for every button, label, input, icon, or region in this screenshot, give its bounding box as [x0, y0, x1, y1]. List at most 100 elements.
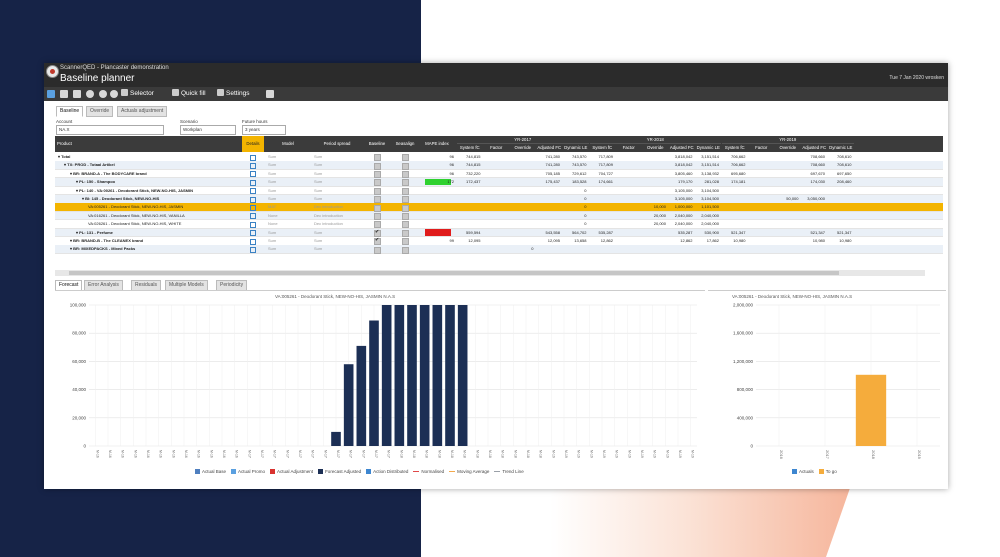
value-cell[interactable]: 543,558	[545, 229, 560, 235]
tab-override[interactable]: Override	[86, 106, 114, 117]
value-cell[interactable]	[722, 245, 746, 253]
value-cell[interactable]: 3,104,500	[701, 187, 719, 193]
table-row[interactable]: ▾ TX: PROD - Totaal Artikel Sum Sum 96 744,8…	[55, 161, 943, 170]
value-cell[interactable]	[775, 237, 799, 245]
edit-icon[interactable]	[250, 221, 256, 228]
value-cell[interactable]	[510, 220, 534, 228]
value-cell[interactable]	[484, 161, 508, 169]
legend-item[interactable]: Normalised	[413, 469, 444, 474]
value-cell[interactable]: 2,040,000	[701, 212, 719, 218]
legend-item[interactable]: Trend Line	[494, 469, 524, 474]
table-row[interactable]: ▾ PL: 131 - Perfume Sum Sum 559,594 543,558 5…	[55, 228, 943, 238]
value-cell[interactable]	[643, 229, 667, 237]
value-cell[interactable]: 2,040,000	[701, 221, 719, 227]
value-cell[interactable]: 564,702	[572, 229, 587, 235]
value-cell[interactable]	[616, 229, 640, 237]
value-cell[interactable]	[537, 187, 561, 195]
value-cell[interactable]	[775, 245, 799, 253]
value-cell[interactable]: 705,185	[545, 170, 560, 176]
value-cell[interactable]: 174,030	[810, 179, 825, 185]
value-cell[interactable]	[643, 178, 667, 186]
value-cell[interactable]	[643, 187, 667, 195]
scenario-field[interactable]: Workplan	[180, 125, 236, 135]
value-cell[interactable]: 695,680	[731, 170, 746, 176]
seasalign-checkbox[interactable]	[402, 213, 409, 221]
value-cell[interactable]	[775, 203, 799, 211]
value-cell[interactable]	[616, 203, 640, 211]
value-cell[interactable]	[749, 245, 773, 253]
seasalign-checkbox[interactable]	[402, 229, 409, 237]
value-cell[interactable]: 3,151,514	[701, 154, 719, 159]
table-icon[interactable]	[266, 90, 274, 98]
seasalign-checkbox[interactable]	[402, 204, 409, 212]
value-cell[interactable]	[643, 170, 667, 178]
value-cell[interactable]: 1,000,000	[674, 204, 693, 210]
value-cell[interactable]: 1,101,500	[701, 204, 719, 210]
table-row[interactable]: ▾ Total Sum Sum 96 744,815 741,280 743,570 717,…	[55, 153, 943, 162]
mape-column-header[interactable]: MAPE index	[425, 141, 449, 146]
baseline-checkbox[interactable]	[374, 221, 381, 229]
value-cell[interactable]	[775, 229, 799, 237]
subcolumn-header[interactable]: System fC	[724, 145, 745, 150]
value-cell[interactable]: 10,000	[653, 204, 666, 210]
value-cell[interactable]: 521,347	[837, 229, 852, 235]
value-cell[interactable]: 208,460	[837, 179, 852, 185]
scrollbar-thumb[interactable]	[69, 271, 839, 275]
value-cell[interactable]	[802, 212, 826, 220]
value-cell[interactable]	[749, 237, 773, 245]
subcolumn-header[interactable]: Factor	[490, 145, 503, 150]
value-cell[interactable]	[616, 161, 640, 169]
value-cell[interactable]: 521,347	[810, 229, 825, 235]
baseline-checkbox[interactable]	[374, 229, 381, 237]
value-cell[interactable]	[563, 245, 587, 253]
value-cell[interactable]	[537, 220, 561, 228]
legend-item[interactable]: Forecast Adjusted	[318, 469, 361, 474]
value-cell[interactable]	[749, 203, 773, 211]
value-cell[interactable]: 3,050,000	[807, 196, 825, 201]
value-cell[interactable]: 172,437	[466, 179, 481, 185]
value-cell[interactable]: 10,980	[812, 238, 825, 243]
save-icon[interactable]	[60, 90, 68, 98]
value-cell[interactable]	[828, 195, 852, 203]
value-cell[interactable]	[537, 195, 561, 203]
value-cell[interactable]	[590, 220, 614, 228]
baseline-checkbox[interactable]	[374, 246, 381, 254]
subcolumn-header[interactable]: Override	[514, 145, 531, 150]
seasalign-checkbox[interactable]	[402, 154, 409, 162]
value-cell[interactable]	[802, 187, 826, 195]
value-cell[interactable]	[616, 237, 640, 245]
value-cell[interactable]	[510, 237, 534, 245]
value-cell[interactable]	[643, 153, 667, 161]
value-cell[interactable]	[749, 187, 773, 195]
edit-icon[interactable]	[250, 238, 256, 245]
tab-baseline[interactable]: Baseline	[56, 106, 84, 117]
value-cell[interactable]	[749, 195, 773, 203]
value-cell[interactable]: 3,105,000	[674, 187, 693, 193]
value-cell[interactable]	[775, 212, 799, 220]
value-cell[interactable]: 717,809	[598, 154, 613, 159]
value-cell[interactable]	[828, 245, 852, 253]
value-cell[interactable]	[696, 245, 720, 253]
seasalign-checkbox[interactable]	[402, 246, 409, 254]
value-cell[interactable]	[484, 153, 508, 161]
period-spread-column-header[interactable]: Period spread	[323, 141, 351, 146]
value-cell[interactable]	[484, 220, 508, 228]
value-cell[interactable]: 12,095	[547, 238, 560, 243]
baseline-checkbox[interactable]	[374, 171, 381, 179]
value-cell[interactable]: 741,280	[545, 162, 560, 168]
baseline-checkbox[interactable]	[374, 204, 381, 212]
table-row[interactable]: ▾ BR: MIXEDPACKS - Mixed Packs Sum Sum 0	[55, 245, 943, 254]
value-cell[interactable]	[802, 220, 826, 228]
value-cell[interactable]: 0	[584, 187, 587, 193]
value-cell[interactable]	[537, 212, 561, 220]
legend-item[interactable]: Actual Adjustment	[270, 469, 313, 474]
value-cell[interactable]: 530,900	[704, 229, 719, 235]
legend-item[interactable]: Action Distributed	[366, 469, 408, 474]
value-cell[interactable]: 10,980	[733, 238, 746, 243]
value-cell[interactable]: 2,040,000	[674, 212, 693, 218]
value-cell[interactable]: 535,287	[678, 229, 693, 235]
value-cell[interactable]	[484, 187, 508, 195]
value-cell[interactable]: 708,660	[810, 162, 825, 168]
selector-button[interactable]: Selector	[121, 89, 154, 99]
value-cell[interactable]	[590, 203, 614, 211]
